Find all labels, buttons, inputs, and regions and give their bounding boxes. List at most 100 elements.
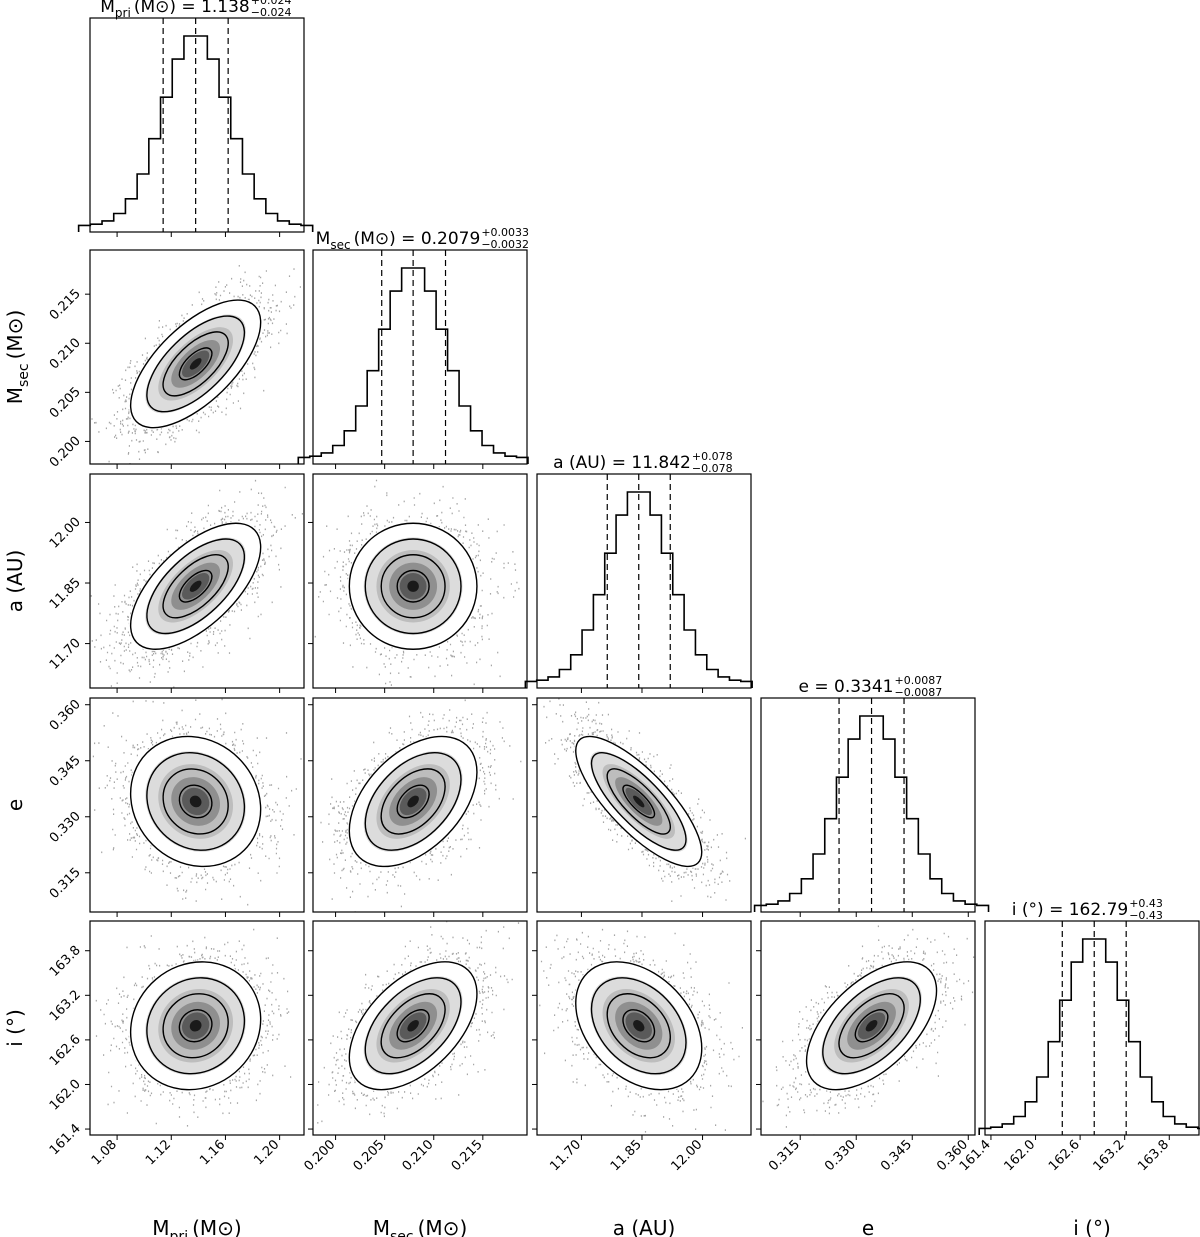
panel-frame — [536, 473, 752, 689]
x-axis-label-e: e — [862, 1216, 874, 1237]
title-e: e = 0.3341 — [798, 677, 893, 697]
contour-1 — [146, 315, 246, 413]
histogram-step-i — [978, 938, 1200, 1135]
contour-2 — [162, 768, 229, 835]
panel-frame — [760, 920, 976, 1136]
title-minus-error: −0.024 — [251, 6, 292, 19]
sample-points — [761, 921, 975, 1135]
panel-frame — [89, 473, 305, 689]
density-level-5 — [189, 358, 202, 370]
title-minus-error: −0.0087 — [895, 686, 943, 699]
contour-3 — [178, 569, 213, 603]
title-mpri: Mpri (M⊙) = 1.138 — [100, 0, 249, 20]
sample-points — [91, 265, 301, 464]
contour-2 — [380, 993, 446, 1059]
y-tick-label-e: 0.345 — [47, 753, 84, 790]
contour-1 — [364, 977, 462, 1075]
sample-points — [92, 698, 302, 906]
x-axis-label-i: i (°) — [1073, 1216, 1111, 1237]
y-tick-label-msec: 0.200 — [47, 434, 84, 471]
density-panel-a-vs-mpri — [89, 473, 305, 689]
density-panel-e-vs-msec — [312, 697, 528, 913]
contour-1 — [146, 752, 246, 851]
histogram-step-a — [524, 491, 753, 688]
density-level-5 — [189, 1020, 202, 1032]
contour-2 — [162, 554, 229, 619]
panel-frame — [89, 697, 305, 913]
density-panel-i-vs-mpri — [89, 920, 305, 1136]
panel-frame — [760, 697, 976, 913]
contour-2 — [380, 768, 446, 835]
density-panel-a-vs-msec — [312, 473, 528, 689]
contour-3 — [622, 1009, 656, 1043]
title-msec: Msec (M⊙) = 0.2079 — [316, 229, 481, 252]
contour-2 — [606, 993, 671, 1059]
panel-frame — [312, 920, 528, 1136]
contour-3 — [178, 347, 213, 381]
y-tick-label-msec: 0.210 — [47, 335, 84, 372]
contour-0 — [129, 522, 262, 650]
sample-points — [90, 479, 303, 688]
x-axis-label-a: a (AU) — [613, 1216, 676, 1237]
contour-1 — [146, 538, 246, 635]
sample-points — [313, 698, 522, 912]
histogram-panel-msec: Msec (M⊙) = 0.2079 +0.0033−0.0032 — [297, 226, 529, 465]
x-tick-label-a: 11.85 — [608, 1137, 645, 1174]
contour-1 — [146, 977, 246, 1075]
panel-frame — [89, 920, 305, 1136]
x-tick-label-i: 163.2 — [1091, 1137, 1128, 1174]
panel-frame — [536, 697, 752, 913]
sample-points — [95, 928, 292, 1135]
contour-1 — [590, 752, 687, 851]
x-tick-label-i: 162.6 — [1046, 1137, 1083, 1174]
contour-0 — [129, 299, 262, 429]
contour-0 — [575, 961, 703, 1091]
histogram-step-msec — [297, 267, 529, 464]
x-tick-label-mpri: 1.12 — [143, 1137, 174, 1168]
x-tick-label-msec: 0.205 — [351, 1137, 388, 1174]
density-panel-msec-vs-mpri — [89, 249, 305, 465]
title-minus-error: −0.43 — [1129, 909, 1163, 922]
x-tick-label-msec: 0.215 — [449, 1137, 486, 1174]
x-axis-label-msec: Msec (M⊙) — [373, 1216, 468, 1237]
contour-1 — [364, 752, 462, 851]
contour-0 — [348, 522, 478, 650]
density-panel-e-vs-a — [536, 697, 752, 913]
title-minus-error: −0.0032 — [481, 238, 529, 251]
panel-frame — [89, 249, 305, 465]
y-tick-label-e: 0.330 — [47, 809, 84, 846]
y-tick-label-i: 163.8 — [47, 943, 84, 980]
title-plus-error: +0.43 — [1129, 897, 1163, 910]
y-axis-label-e: e — [3, 799, 27, 811]
y-axis-label-i: i (°) — [3, 1009, 27, 1047]
contour-2 — [380, 554, 446, 619]
title-i: i (°) = 162.79 — [1012, 900, 1128, 920]
contour-3 — [178, 1009, 213, 1043]
title-plus-error: +0.0033 — [481, 226, 529, 239]
density-panel-e-vs-mpri — [89, 697, 305, 913]
y-axis-label-msec: Msec(M⊙) — [3, 310, 32, 405]
contour-0 — [348, 961, 478, 1091]
title-plus-error: +0.078 — [692, 450, 733, 463]
contour-0 — [129, 961, 262, 1091]
y-axis-label-a: a (AU) — [3, 550, 27, 613]
contour-2 — [162, 331, 229, 397]
contour-2 — [162, 993, 229, 1059]
x-tick-label-msec: 0.210 — [400, 1137, 437, 1174]
panel-frame — [312, 249, 528, 465]
x-tick-label-mpri: 1.20 — [251, 1137, 282, 1168]
contour-3 — [854, 1009, 889, 1043]
contour-3 — [178, 784, 213, 819]
contour-1 — [590, 977, 687, 1075]
x-tick-label-msec: 0.200 — [301, 1137, 338, 1174]
x-axis-label-mpri: Mpri (M⊙) — [152, 1216, 241, 1237]
panel-frame — [89, 17, 305, 233]
histogram-panel-i: i (°) = 162.79 +0.43−0.43 — [978, 897, 1200, 1136]
histogram-panel-e: e = 0.3341 +0.0087−0.0087 — [753, 674, 990, 913]
density-level-5 — [633, 795, 645, 808]
density-level-5 — [189, 580, 202, 592]
y-tick-label-i: 161.4 — [47, 1121, 84, 1158]
histogram-panel-a: a (AU) = 11.842 +0.078−0.078 — [524, 450, 753, 689]
title-plus-error: +0.0087 — [895, 674, 943, 687]
